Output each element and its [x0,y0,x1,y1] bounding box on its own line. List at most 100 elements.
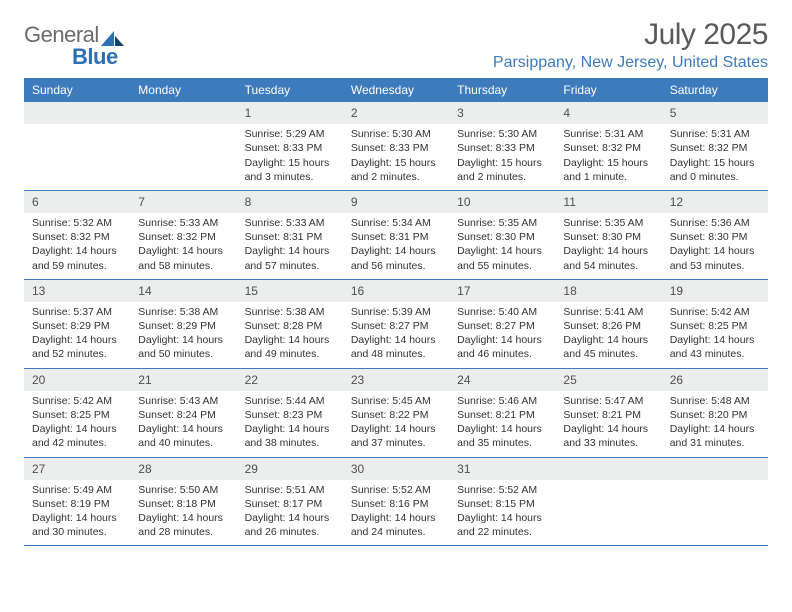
calendar-day-cell: 30Sunrise: 5:52 AMSunset: 8:16 PMDayligh… [343,458,449,546]
day-detail-line: Daylight: 14 hours [138,511,228,525]
day-detail-line: and 24 minutes. [351,525,441,539]
day-number: 23 [343,369,449,391]
calendar-day-cell: 22Sunrise: 5:44 AMSunset: 8:23 PMDayligh… [237,369,343,457]
day-detail-line: and 57 minutes. [245,259,335,273]
day-number: 4 [555,102,661,124]
day-detail-line: and 28 minutes. [138,525,228,539]
day-detail-line: Sunrise: 5:51 AM [245,483,335,497]
day-detail-line: Sunset: 8:20 PM [670,408,760,422]
day-number: 6 [24,191,130,213]
day-detail-line: Sunset: 8:27 PM [351,319,441,333]
day-detail: Sunrise: 5:51 AMSunset: 8:17 PMDaylight:… [237,480,343,546]
day-detail-line: and 38 minutes. [245,436,335,450]
day-detail: Sunrise: 5:52 AMSunset: 8:15 PMDaylight:… [449,480,555,546]
day-number: 10 [449,191,555,213]
calendar-day-cell: 5Sunrise: 5:31 AMSunset: 8:32 PMDaylight… [662,102,768,190]
calendar-day-cell: 29Sunrise: 5:51 AMSunset: 8:17 PMDayligh… [237,458,343,546]
day-detail: Sunrise: 5:32 AMSunset: 8:32 PMDaylight:… [24,213,130,279]
calendar-day-cell: 20Sunrise: 5:42 AMSunset: 8:25 PMDayligh… [24,369,130,457]
day-detail: Sunrise: 5:37 AMSunset: 8:29 PMDaylight:… [24,302,130,368]
calendar-day-cell: 31Sunrise: 5:52 AMSunset: 8:15 PMDayligh… [449,458,555,546]
day-detail-line: Sunrise: 5:45 AM [351,394,441,408]
day-detail-line: Sunrise: 5:48 AM [670,394,760,408]
day-detail-line: Sunrise: 5:44 AM [245,394,335,408]
day-detail-line: Sunrise: 5:33 AM [138,216,228,230]
day-detail-line: Sunrise: 5:47 AM [563,394,653,408]
day-number: 28 [130,458,236,480]
day-number-empty [24,102,130,124]
day-detail-line: and 40 minutes. [138,436,228,450]
day-detail-line: and 43 minutes. [670,347,760,361]
calendar-day-cell: 26Sunrise: 5:48 AMSunset: 8:20 PMDayligh… [662,369,768,457]
day-detail-line: Sunset: 8:27 PM [457,319,547,333]
calendar-day-cell: 17Sunrise: 5:40 AMSunset: 8:27 PMDayligh… [449,280,555,368]
day-detail-line: Sunset: 8:31 PM [245,230,335,244]
day-number: 3 [449,102,555,124]
calendar-grid: SundayMondayTuesdayWednesdayThursdayFrid… [24,78,768,546]
calendar-day-cell: 6Sunrise: 5:32 AMSunset: 8:32 PMDaylight… [24,191,130,279]
day-number: 11 [555,191,661,213]
day-number: 1 [237,102,343,124]
day-detail: Sunrise: 5:42 AMSunset: 8:25 PMDaylight:… [662,302,768,368]
day-detail-line: Daylight: 14 hours [563,244,653,258]
day-detail-line: Sunset: 8:15 PM [457,497,547,511]
day-detail-line: Sunrise: 5:40 AM [457,305,547,319]
day-detail-line: Sunset: 8:24 PM [138,408,228,422]
day-detail-line: Sunrise: 5:49 AM [32,483,122,497]
day-detail-line: and 31 minutes. [670,436,760,450]
day-detail-line: Daylight: 14 hours [457,511,547,525]
calendar-day-cell: 14Sunrise: 5:38 AMSunset: 8:29 PMDayligh… [130,280,236,368]
calendar-day-cell: 16Sunrise: 5:39 AMSunset: 8:27 PMDayligh… [343,280,449,368]
day-detail-line: Sunset: 8:18 PM [138,497,228,511]
day-detail-line: Sunrise: 5:35 AM [457,216,547,230]
day-number: 7 [130,191,236,213]
day-detail-line: Sunrise: 5:52 AM [351,483,441,497]
day-detail-line: Sunset: 8:22 PM [351,408,441,422]
day-detail: Sunrise: 5:46 AMSunset: 8:21 PMDaylight:… [449,391,555,457]
day-detail-line: Sunset: 8:30 PM [457,230,547,244]
calendar-day-cell: 2Sunrise: 5:30 AMSunset: 8:33 PMDaylight… [343,102,449,190]
day-detail-line: Sunrise: 5:29 AM [245,127,335,141]
day-detail-line: Sunrise: 5:50 AM [138,483,228,497]
day-detail-line: Sunrise: 5:30 AM [457,127,547,141]
day-detail-line: and 35 minutes. [457,436,547,450]
day-number: 24 [449,369,555,391]
weekday-header: Wednesday [343,78,449,102]
day-detail-line: Sunrise: 5:31 AM [563,127,653,141]
day-detail-line: and 48 minutes. [351,347,441,361]
day-detail-line: Sunset: 8:21 PM [563,408,653,422]
day-detail-line: Sunset: 8:33 PM [245,141,335,155]
day-detail-line: Daylight: 14 hours [138,333,228,347]
day-detail-line: and 59 minutes. [32,259,122,273]
day-detail-line: and 42 minutes. [32,436,122,450]
day-detail-line: and 30 minutes. [32,525,122,539]
day-detail-line: Daylight: 15 hours [457,156,547,170]
calendar-day-cell: 9Sunrise: 5:34 AMSunset: 8:31 PMDaylight… [343,191,449,279]
day-number: 29 [237,458,343,480]
day-number-empty [555,458,661,480]
day-detail-line: and 2 minutes. [351,170,441,184]
day-detail-line: and 52 minutes. [32,347,122,361]
day-number: 17 [449,280,555,302]
logo-text-2: Blue [72,44,118,69]
day-detail-line: and 58 minutes. [138,259,228,273]
day-detail-line: and 45 minutes. [563,347,653,361]
day-detail-line: Sunrise: 5:42 AM [32,394,122,408]
calendar-day-cell: 18Sunrise: 5:41 AMSunset: 8:26 PMDayligh… [555,280,661,368]
title-block: July 2025 Parsippany, New Jersey, United… [493,18,768,72]
calendar-day-cell: 10Sunrise: 5:35 AMSunset: 8:30 PMDayligh… [449,191,555,279]
day-detail-line: and 54 minutes. [563,259,653,273]
weekday-header: Monday [130,78,236,102]
day-detail: Sunrise: 5:44 AMSunset: 8:23 PMDaylight:… [237,391,343,457]
day-detail-line: Sunrise: 5:43 AM [138,394,228,408]
day-detail-line: Sunset: 8:25 PM [670,319,760,333]
day-detail-line: Daylight: 14 hours [351,422,441,436]
calendar-day-cell: 21Sunrise: 5:43 AMSunset: 8:24 PMDayligh… [130,369,236,457]
day-detail-line: Sunrise: 5:52 AM [457,483,547,497]
weekday-header: Friday [555,78,661,102]
day-number: 20 [24,369,130,391]
day-detail-line: Sunset: 8:17 PM [245,497,335,511]
day-detail-line: Daylight: 15 hours [351,156,441,170]
day-number: 14 [130,280,236,302]
day-detail: Sunrise: 5:30 AMSunset: 8:33 PMDaylight:… [449,124,555,190]
